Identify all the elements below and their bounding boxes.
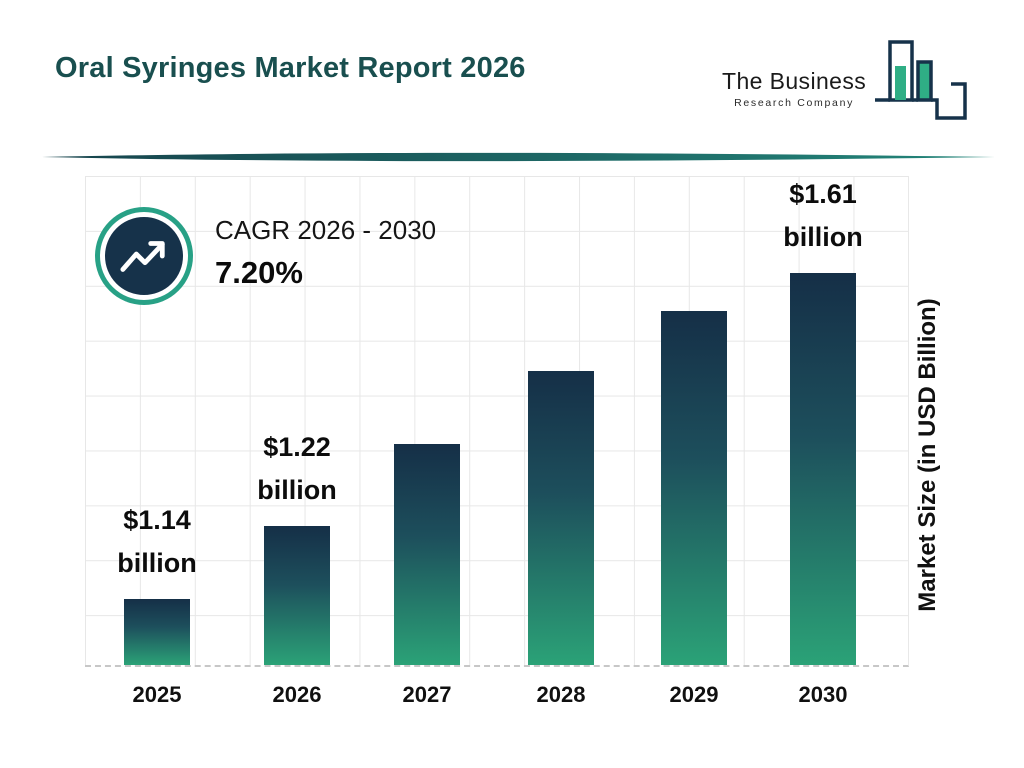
cagr-value: 7.20% <box>215 255 303 290</box>
value-label-2026: $1.22 billion <box>257 426 336 512</box>
bar-chart: $1.14 billion $1.22 billion $1.61 billio… <box>85 176 909 667</box>
y-axis-title: Market Size (in USD Billion) <box>914 298 941 612</box>
bar-2028 <box>528 371 594 665</box>
value-label-2030: $1.61 billion <box>783 173 862 259</box>
x-label-2030: 2030 <box>798 682 848 707</box>
value-label-2025: $1.14 billion <box>117 499 196 585</box>
bar-2025 <box>124 599 190 665</box>
value-label-amount: $1.61 <box>789 179 857 209</box>
logo-text: The Business Research Company <box>722 68 866 109</box>
value-label-amount: $1.22 <box>263 432 331 462</box>
company-logo: The Business Research Company <box>722 38 973 124</box>
cagr-badge <box>95 207 193 305</box>
cagr-callout: CAGR 2026 - 2030 7.20% <box>95 207 436 305</box>
divider-line <box>42 152 995 162</box>
x-label-2025: 2025 <box>132 682 182 707</box>
value-label-unit: billion <box>257 475 337 505</box>
value-label-unit: billion <box>783 222 863 252</box>
x-label-2029: 2029 <box>669 682 719 707</box>
bar-2027 <box>394 444 460 665</box>
x-axis: 2025 2026 2027 2028 2029 2030 <box>85 682 908 714</box>
cagr-text: CAGR 2026 - 2030 7.20% <box>215 215 436 291</box>
logo-company-subname: Research Company <box>734 97 855 109</box>
x-label-2027: 2027 <box>402 682 452 707</box>
bar-2029 <box>661 311 727 665</box>
logo-company-name: The Business <box>722 68 867 94</box>
bar-2026 <box>264 526 330 665</box>
value-label-amount: $1.14 <box>123 505 191 535</box>
x-label-2028: 2028 <box>536 682 586 707</box>
value-label-unit: billion <box>117 548 197 578</box>
x-label-2026: 2026 <box>272 682 322 707</box>
bar-2030 <box>790 273 856 665</box>
cagr-label: CAGR 2026 - 2030 <box>215 215 437 245</box>
bar-chart-logo-icon <box>875 40 967 120</box>
growth-trend-icon <box>100 212 188 300</box>
page-title: Oral Syringes Market Report 2026 <box>55 52 526 84</box>
